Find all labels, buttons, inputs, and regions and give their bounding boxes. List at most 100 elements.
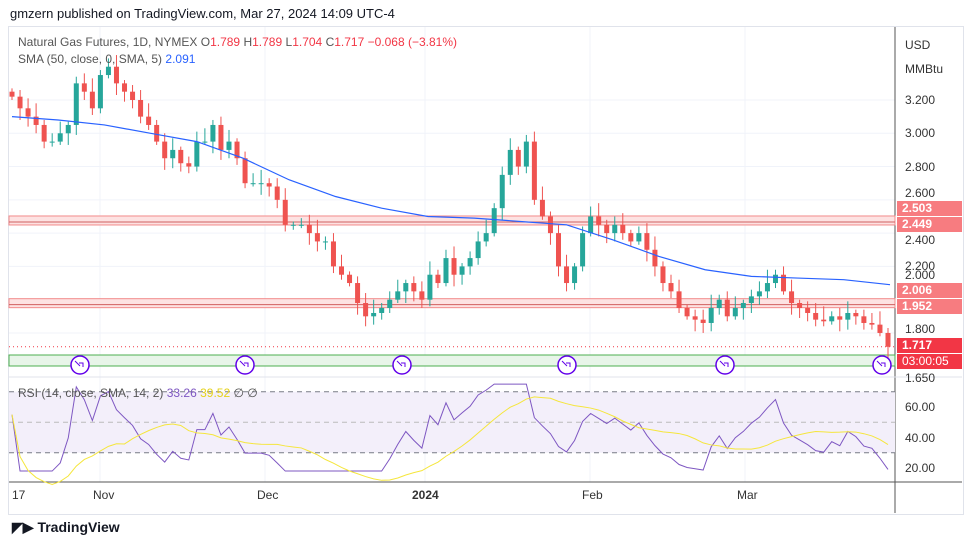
x-label: Feb [582, 488, 603, 502]
candle-body [339, 266, 345, 275]
x-label: Nov [93, 488, 115, 502]
candle-body [837, 316, 843, 320]
candle-body [250, 183, 256, 185]
candle-body [170, 149, 176, 159]
candle-body [845, 312, 851, 320]
candle-body [395, 291, 401, 300]
zone-top-tag: 2.006 [897, 283, 962, 298]
candle-body [740, 303, 746, 308]
candle-body [547, 216, 553, 234]
candle-body [130, 91, 136, 100]
candle-body [363, 303, 369, 317]
brand-name: TradingView [37, 519, 120, 535]
candle-body [226, 141, 232, 150]
replay-icon [715, 355, 735, 375]
candle-body [411, 283, 417, 292]
candle-body [178, 149, 184, 164]
candle-body [564, 266, 570, 284]
price-tick: 3.200 [905, 93, 936, 107]
candle-body [355, 283, 361, 304]
high-value: 1.789 [252, 35, 283, 49]
candle-body [105, 66, 111, 76]
price-tick: 2.000 [905, 268, 936, 282]
candle-body [764, 283, 770, 292]
last-price-tag: 1.717 [897, 338, 962, 353]
price-tick: 2.800 [905, 160, 936, 174]
candle-body [33, 116, 39, 125]
close-label: C [325, 35, 335, 49]
candle-body [523, 141, 529, 167]
x-label: 17 [12, 488, 26, 502]
candle-body [9, 91, 15, 97]
replay-arrow [876, 360, 886, 367]
candle-body [282, 199, 288, 225]
candle-body [218, 124, 224, 150]
candle-body [266, 183, 272, 187]
open-value: 1.789 [210, 35, 241, 49]
replay-icon [70, 355, 90, 375]
zone-bottom-tag: 1.952 [897, 299, 962, 314]
replay-icon [392, 355, 412, 375]
candle-body [491, 208, 497, 234]
price-tick: 1.650 [905, 371, 936, 385]
replay-icon [557, 355, 577, 375]
replay-arrow [74, 360, 84, 367]
rsi-tick: 60.00 [905, 400, 936, 414]
close-value: 1.717 [334, 35, 365, 49]
candle-body [668, 283, 674, 292]
currency-button[interactable]: USD [905, 38, 931, 52]
candle-body [73, 83, 79, 125]
candle-body [306, 224, 312, 234]
candle-body [829, 316, 835, 322]
candle-body [274, 186, 280, 200]
candle-body [89, 91, 95, 109]
candle-body [684, 308, 690, 317]
candle-body [797, 303, 803, 308]
resistance-zone [8, 215, 896, 226]
candle-body [97, 75, 103, 109]
candle-body [636, 233, 642, 242]
candle-body [692, 316, 698, 320]
candle-body [507, 149, 513, 175]
candle-body [322, 241, 328, 243]
rsi-legend: RSI (14, close, SMA, 14, 2) 33.26 39.52 … [18, 386, 258, 400]
candle-body [781, 274, 787, 292]
candle-body [877, 324, 883, 333]
candle-body [475, 241, 481, 259]
candle-body [732, 308, 738, 317]
candle-body [113, 66, 119, 84]
candle-body [371, 312, 377, 317]
candle-body [861, 316, 867, 323]
sma-label: SMA (50, close, 0, SMA, 5) [18, 52, 163, 66]
candle-body [451, 258, 457, 275]
candle-body [65, 124, 71, 134]
candle-body [652, 249, 658, 267]
rsi-value: 33.26 [166, 386, 197, 400]
price-tick: 2.200 [905, 259, 936, 273]
replay-arrow [561, 360, 571, 367]
candle-body [676, 291, 682, 308]
candle-body [467, 258, 473, 267]
replay-arrow [719, 360, 729, 367]
rsi-tick: 40.00 [905, 430, 936, 445]
rsi-sma-value: 39.52 [200, 386, 231, 400]
zone-top-tag: 2.503 [897, 201, 962, 216]
unit-button[interactable]: MMBtu [905, 62, 944, 76]
price-tick: 3.000 [905, 126, 936, 140]
low-value: 1.704 [292, 35, 323, 49]
rsi-label: RSI (14, close, SMA, 14, 2) [18, 386, 164, 400]
candle-body [162, 141, 168, 159]
candle-body [604, 224, 610, 234]
candle-body [483, 233, 489, 242]
candle-body [387, 299, 393, 308]
candle-body [49, 141, 55, 143]
candle-body [314, 233, 320, 242]
x-label: Dec [257, 488, 279, 502]
candle-body [138, 100, 144, 117]
candle-body [146, 116, 152, 125]
symbol-legend: Natural Gas Futures, 1D, NYMEX O1.789 H1… [18, 35, 457, 49]
sma-legend: SMA (50, close, 0, SMA, 5) 2.091 [18, 52, 195, 66]
zone-bottom-tag: 2.449 [897, 217, 962, 232]
candle-body [772, 274, 778, 284]
